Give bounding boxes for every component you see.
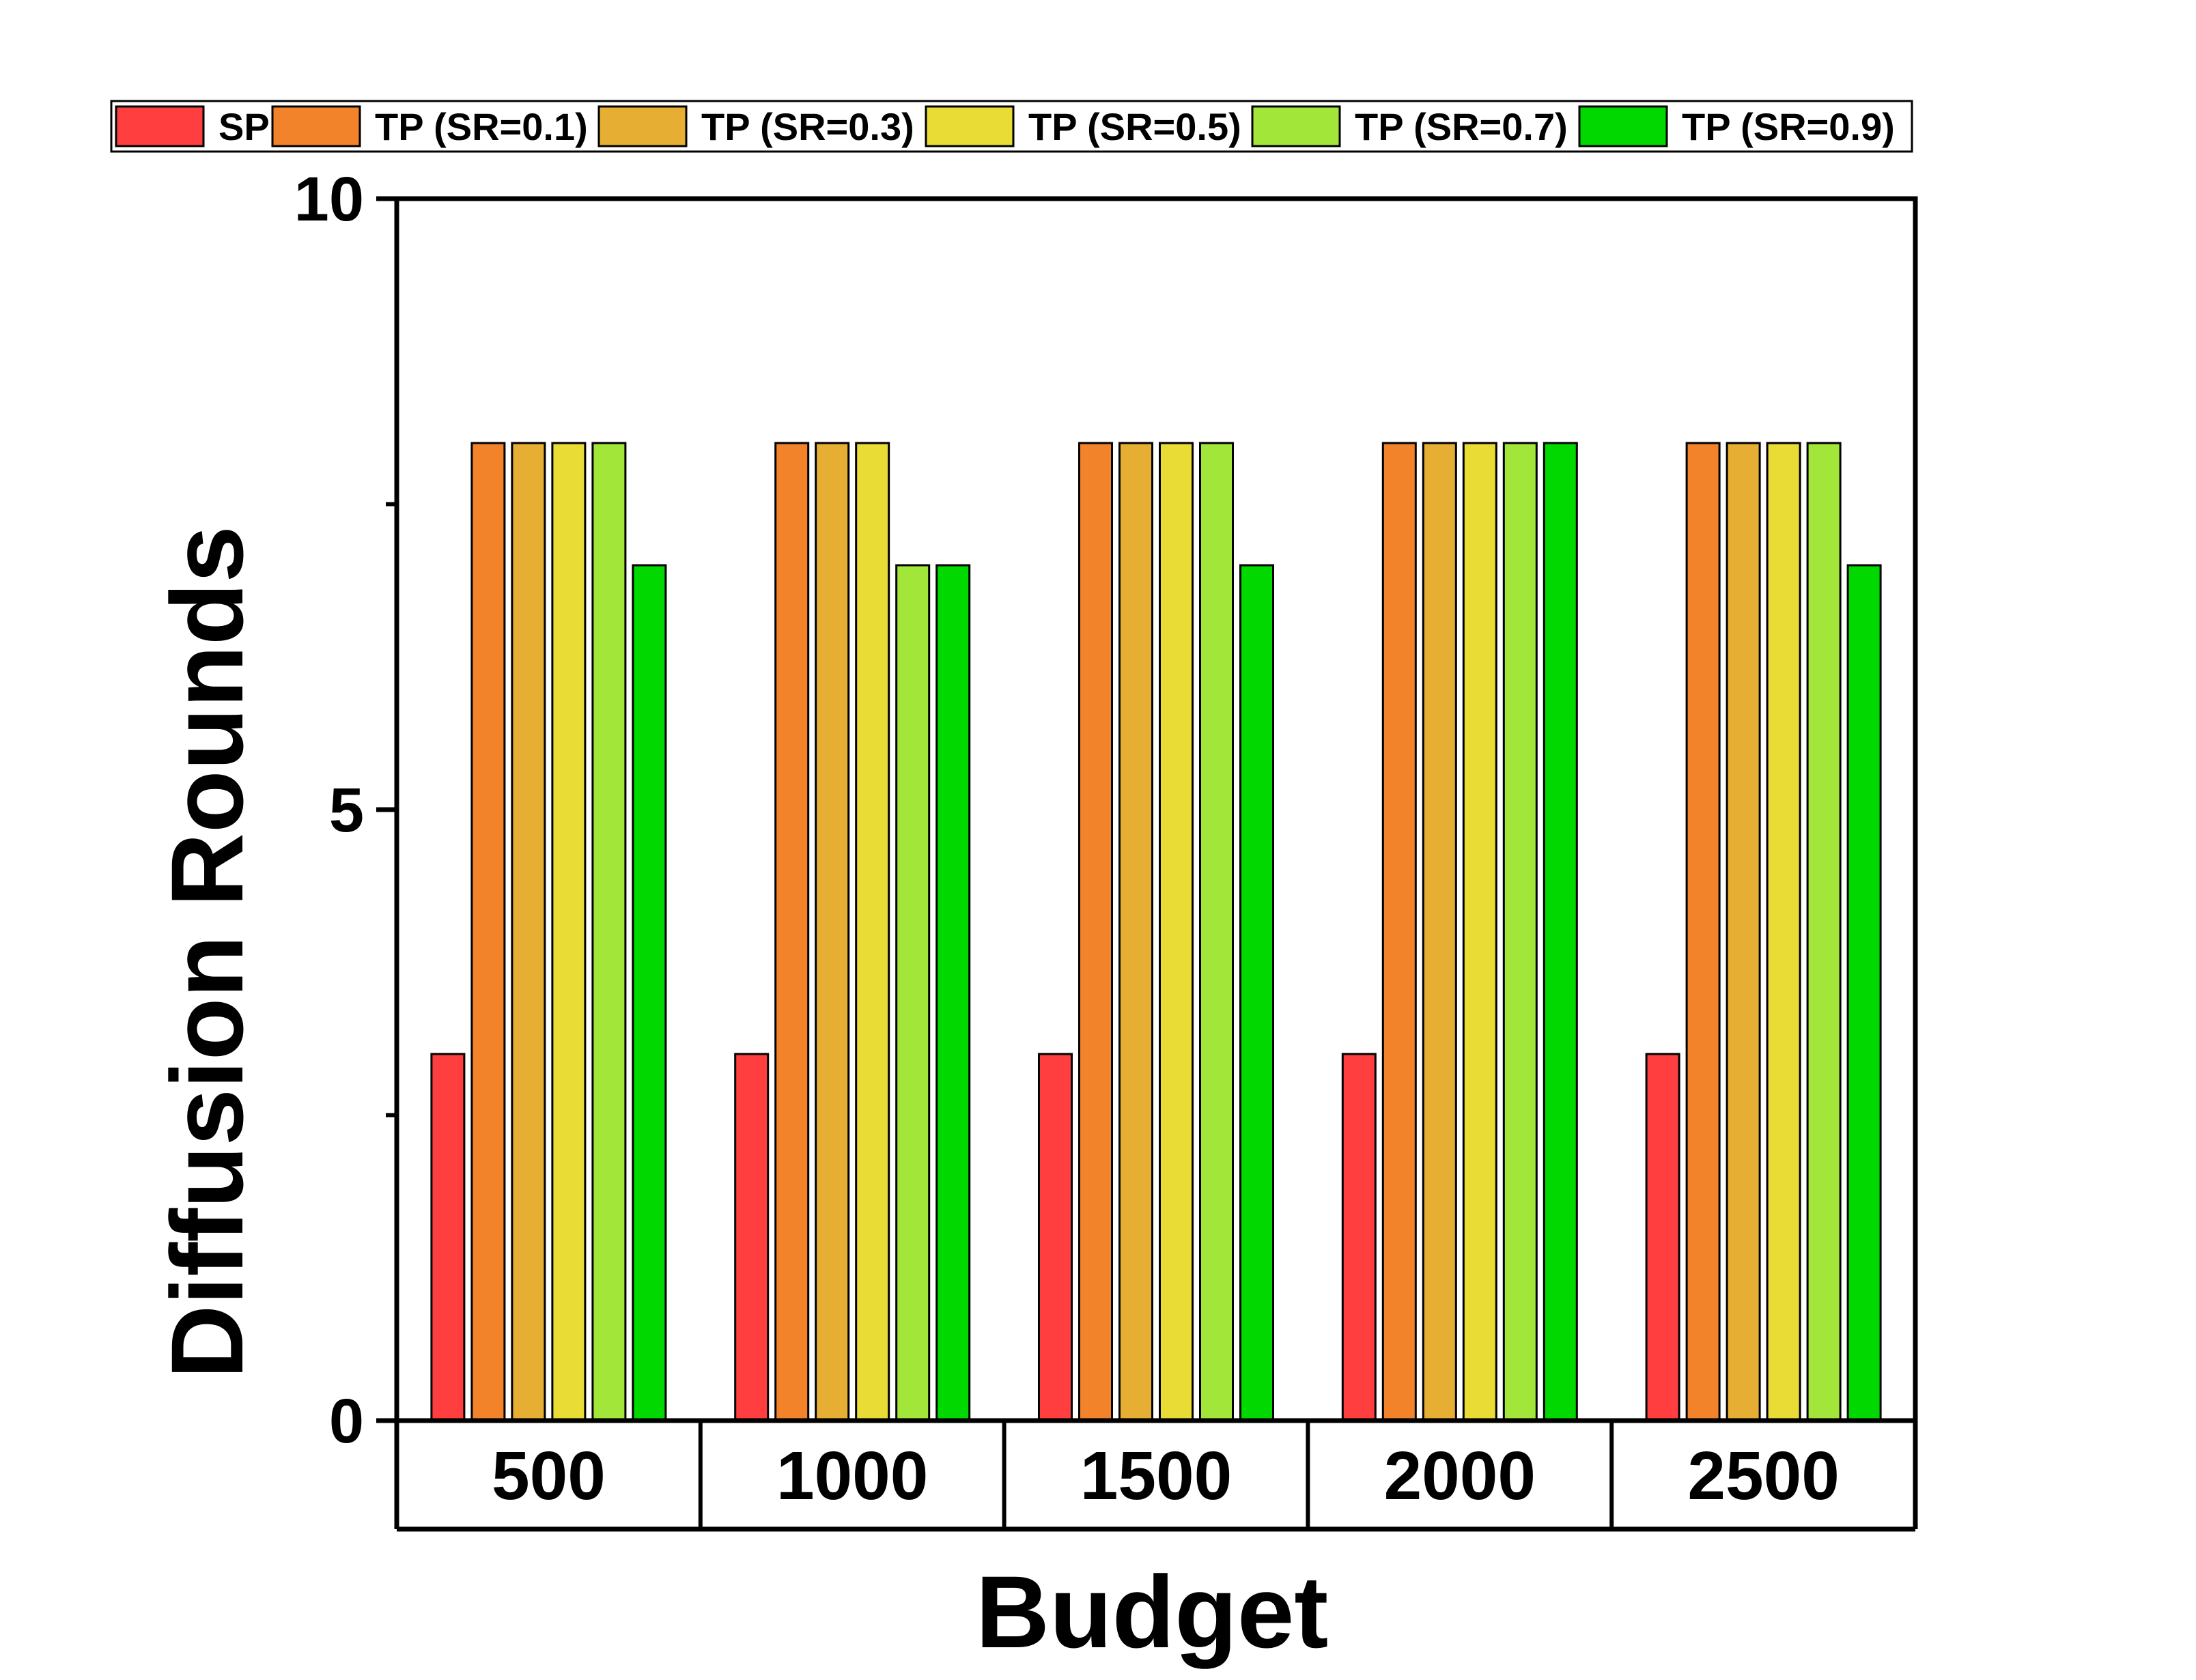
bar-tp-sr-0-9-1000	[935, 564, 971, 1422]
bar-tp-sr-0-7-2000	[1502, 442, 1538, 1422]
legend-swatch-sp	[115, 105, 205, 147]
bar-tp-sr-0-5-1000	[855, 442, 890, 1422]
y-tick-label-10: 10	[294, 165, 364, 234]
legend-label-tp-sr-0-9: TP (SR=0.9)	[1682, 105, 1895, 148]
legend-swatch-tp-sr-0-5	[925, 105, 1015, 147]
bar-tp-sr-0-5-2000	[1462, 442, 1497, 1422]
bar-sp-500	[430, 1053, 466, 1422]
bar-tp-sr-0-3-1000	[815, 442, 850, 1422]
bar-tp-sr-0-9-2500	[1846, 564, 1882, 1422]
legend-label-tp-sr-0-7: TP (SR=0.7)	[1355, 105, 1568, 148]
bar-tp-sr-0-9-500	[632, 564, 667, 1422]
bar-series-group	[430, 442, 1882, 1422]
x-axis-label: Budget	[976, 1554, 1329, 1669]
bar-tp-sr-0-9-1500	[1239, 564, 1274, 1422]
bar-sp-2500	[1645, 1053, 1680, 1422]
legend-swatch-tp-sr-0-9	[1578, 105, 1668, 147]
bar-tp-sr-0-1-2000	[1381, 442, 1417, 1422]
legend-swatch-tp-sr-0-3	[597, 105, 688, 147]
bar-tp-sr-0-3-1500	[1118, 442, 1153, 1422]
bar-tp-sr-0-5-2500	[1766, 442, 1801, 1422]
bar-tp-sr-0-3-500	[511, 442, 546, 1422]
y-axis-label: Diffusion Rounds	[150, 526, 264, 1379]
x-tick-label-1500: 1500	[1080, 1438, 1232, 1514]
x-tick-label-500: 500	[492, 1438, 606, 1514]
legend-label-sp: SP	[219, 105, 270, 148]
bar-tp-sr-0-5-1500	[1159, 442, 1194, 1422]
x-tick-label-2000: 2000	[1384, 1438, 1536, 1514]
legend-label-tp-sr-0-1: TP (SR=0.1)	[375, 105, 588, 148]
x-tick-label-2500: 2500	[1687, 1438, 1839, 1514]
bar-sp-1500	[1038, 1053, 1073, 1422]
bar-tp-sr-0-7-1500	[1199, 442, 1234, 1422]
bar-sp-2000	[1341, 1053, 1377, 1422]
legend-label-tp-sr-0-3: TP (SR=0.3)	[701, 105, 914, 148]
bar-tp-sr-0-1-500	[470, 442, 506, 1422]
bar-tp-sr-0-3-2000	[1422, 442, 1457, 1422]
legend: SP TP (SR=0.1) TP (SR=0.3) TP (SR=0.5) TP (S…	[110, 100, 1913, 153]
legend-swatch-tp-sr-0-7	[1251, 105, 1341, 147]
y-tick-label-0: 0	[329, 1386, 364, 1456]
bar-tp-sr-0-1-1000	[774, 442, 810, 1422]
legend-label-tp-sr-0-5: TP (SR=0.5)	[1028, 105, 1241, 148]
bar-tp-sr-0-1-2500	[1685, 442, 1721, 1422]
bar-sp-1000	[734, 1053, 770, 1422]
legend-swatch-tp-sr-0-1	[271, 105, 361, 147]
x-tick-label-1000: 1000	[776, 1438, 928, 1514]
bar-tp-sr-0-3-2500	[1726, 442, 1761, 1422]
bar-tp-sr-0-9-2000	[1543, 442, 1578, 1422]
bar-tp-sr-0-7-500	[591, 442, 627, 1422]
axes: 0 5 10 500 1000 1500 2000 2500	[294, 165, 1918, 1532]
bar-tp-sr-0-5-500	[551, 442, 587, 1422]
bar-tp-sr-0-7-1000	[895, 564, 931, 1422]
y-tick-label-5: 5	[329, 775, 364, 845]
bar-tp-sr-0-7-2500	[1806, 442, 1842, 1422]
bar-tp-sr-0-1-1500	[1078, 442, 1113, 1422]
